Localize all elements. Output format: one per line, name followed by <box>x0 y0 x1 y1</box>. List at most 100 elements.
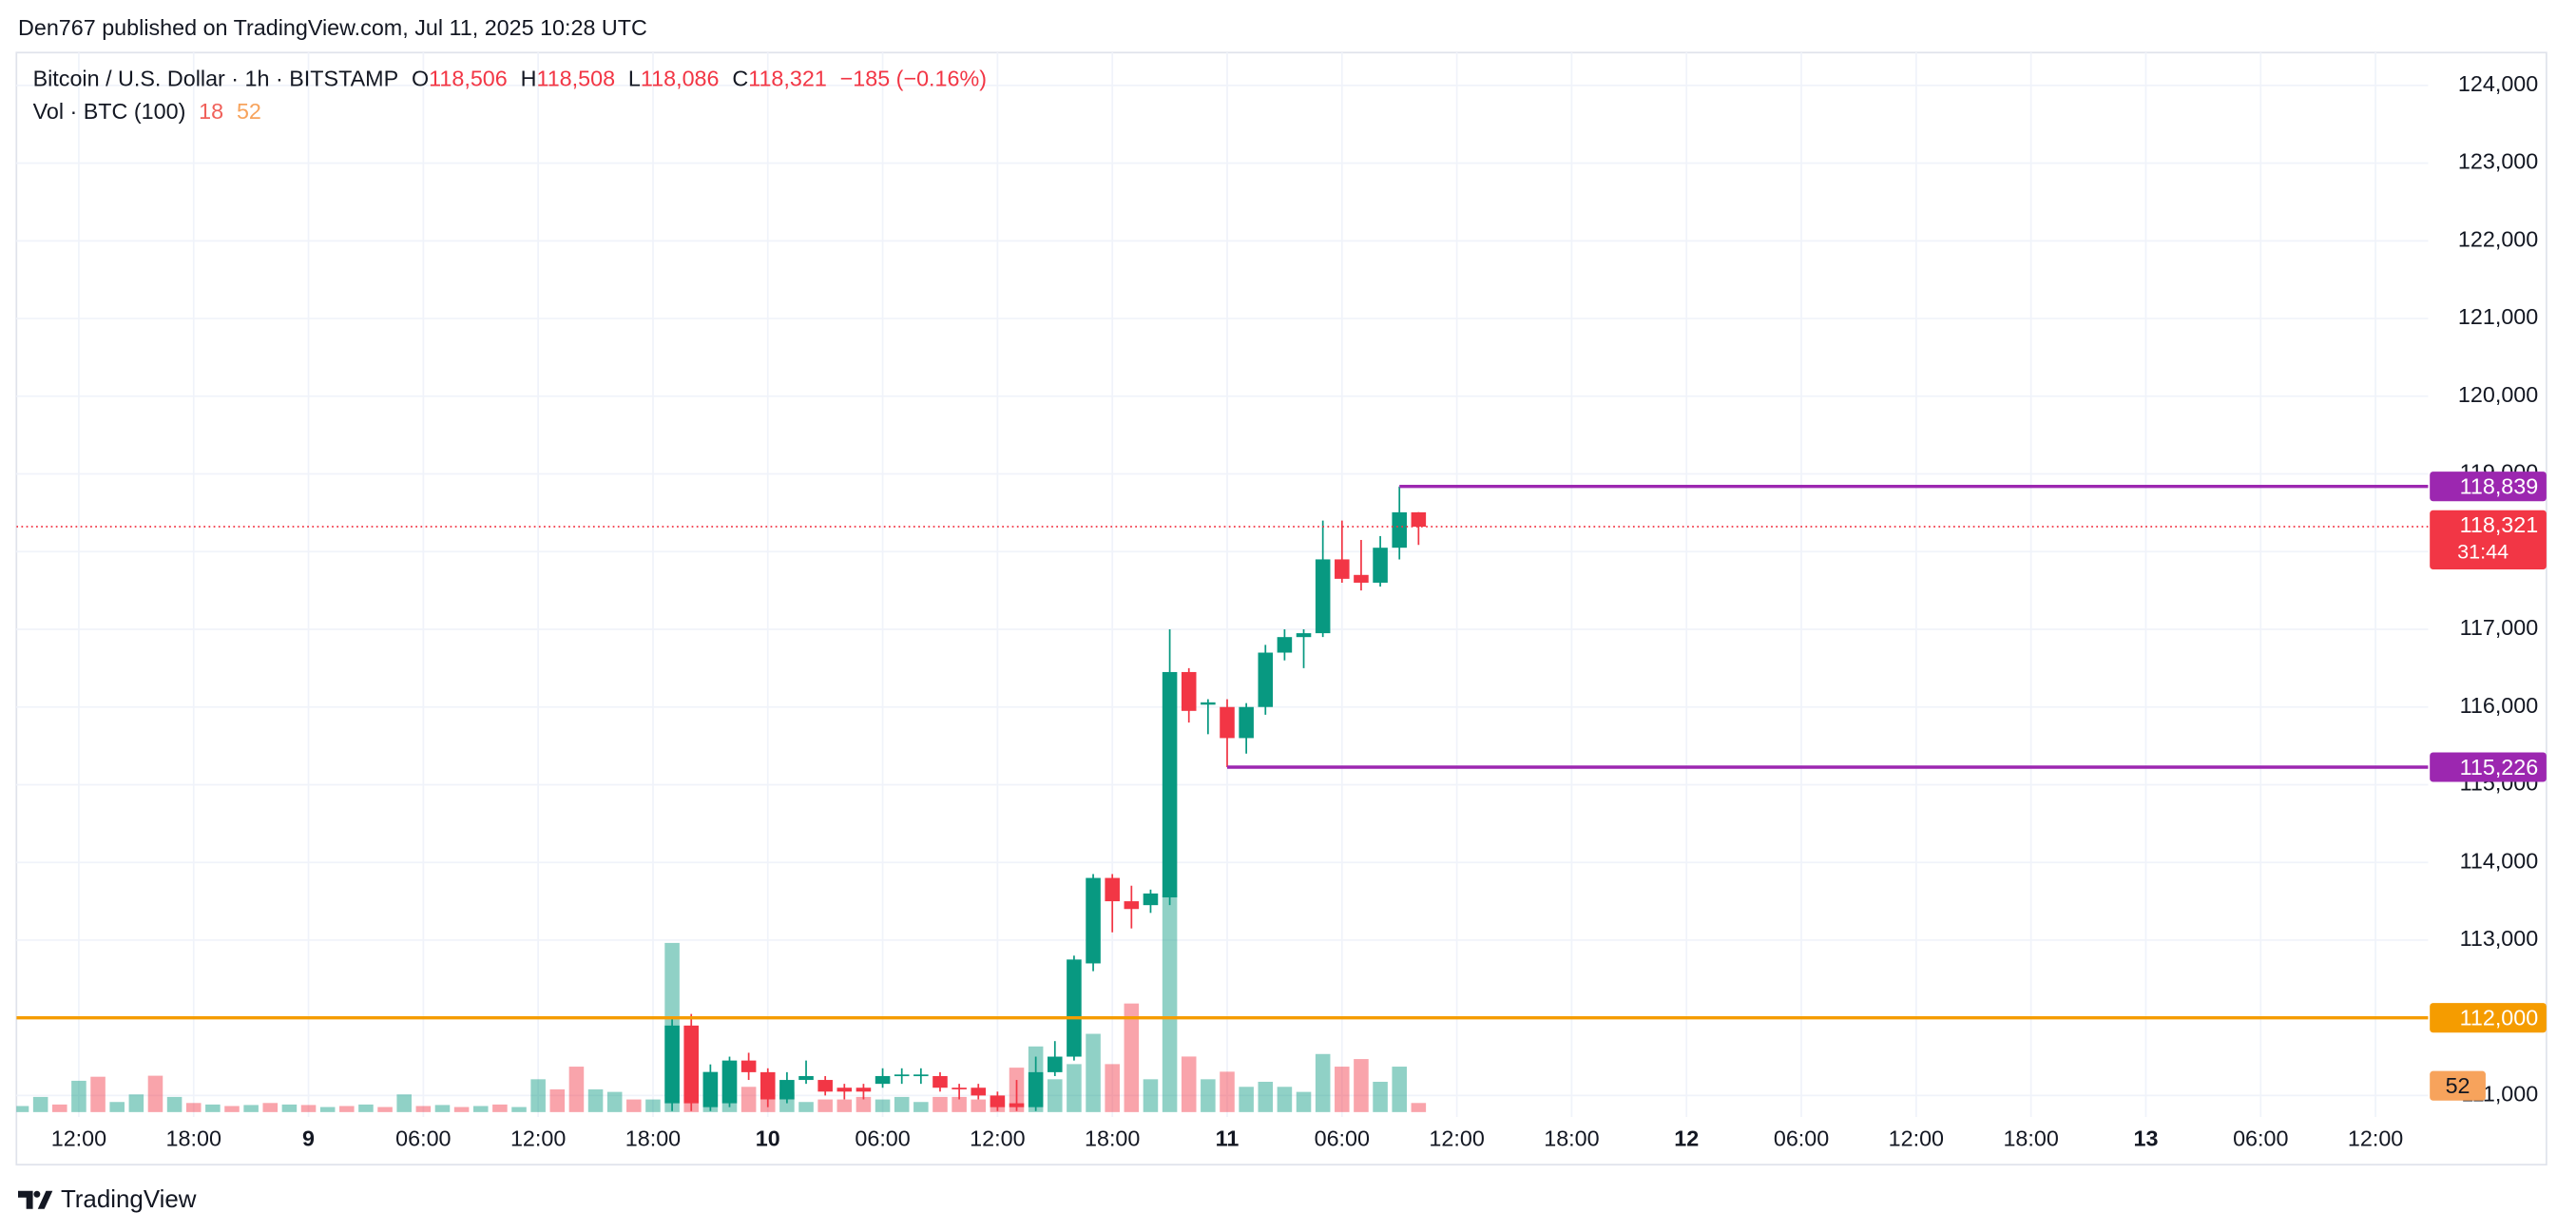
candle-body <box>1143 893 1159 906</box>
brand: TradingView <box>61 1186 197 1213</box>
candle-body <box>1181 671 1197 711</box>
volume-ma-label: 52 <box>2446 1073 2470 1098</box>
chart-frame <box>15 51 2547 1166</box>
candle-body <box>990 1095 1006 1107</box>
volume-bar <box>1181 1056 1197 1112</box>
volume-bar <box>1373 1081 1388 1112</box>
candle-body <box>721 1060 738 1104</box>
y-tick-label: 116,000 <box>2460 693 2539 718</box>
candle-body <box>1277 637 1293 653</box>
legend-key: H <box>521 67 537 91</box>
volume-bar <box>16 1106 29 1112</box>
volume-bar <box>185 1103 202 1112</box>
candle-body <box>952 1088 967 1089</box>
volume-bar <box>281 1104 298 1112</box>
y-tick-label: 121,000 <box>2458 304 2538 329</box>
volume-bar <box>1201 1079 1216 1112</box>
volume-bar <box>1143 1079 1159 1112</box>
x-tick-label: 11 <box>1216 1126 1240 1150</box>
x-tick-label: 06:00 <box>2233 1126 2288 1150</box>
candle-body <box>932 1075 948 1088</box>
candle-body <box>1105 877 1120 902</box>
candle-body <box>1201 702 1216 705</box>
candle-body <box>1335 559 1350 579</box>
x-tick-label: 12:00 <box>2348 1126 2403 1150</box>
volume-bar <box>71 1080 87 1112</box>
plot-area <box>16 484 2429 1112</box>
volume-bar <box>1277 1087 1293 1112</box>
chart-title: Bitcoin / U.S. Dollar · 1h · BITSTAMP <box>33 67 399 91</box>
volume-bar <box>90 1076 106 1112</box>
candle-body <box>913 1074 929 1077</box>
y-tick-label: 117,000 <box>2460 615 2539 640</box>
volume-bar <box>894 1096 910 1112</box>
volume-bar <box>1354 1059 1369 1112</box>
candle-body <box>971 1088 987 1096</box>
volume-bar <box>913 1102 929 1112</box>
x-tick-label: 18:00 <box>1544 1126 1599 1150</box>
legend-key: O <box>412 67 429 91</box>
volume-last: 18 <box>199 99 223 124</box>
publisher: Den767 published on TradingView.com, Jul… <box>18 15 647 40</box>
candle-body <box>1373 548 1388 583</box>
volume-bar <box>836 1099 853 1112</box>
volume-bar <box>396 1094 412 1112</box>
volume-bar <box>606 1091 623 1112</box>
volume-bar <box>377 1107 393 1112</box>
footer: TradingView <box>18 1186 197 1213</box>
volume-bar <box>875 1099 891 1112</box>
candle-body <box>1392 511 1407 549</box>
volume-bar <box>205 1104 221 1112</box>
volume-bar <box>1335 1067 1350 1112</box>
candle-body <box>1411 511 1427 528</box>
logo <box>18 1190 53 1209</box>
candle-body <box>683 1025 700 1104</box>
x-tick-label: 12:00 <box>970 1126 1025 1150</box>
volume-bar <box>1105 1064 1120 1112</box>
x-tick-label: 06:00 <box>395 1126 451 1150</box>
legend-key: C <box>732 67 748 91</box>
volume-legend: Vol · BTC (100) 18 52 <box>33 99 261 124</box>
grid <box>16 52 2429 1118</box>
volume-bar <box>1296 1091 1312 1112</box>
x-tick-label: 12:00 <box>1889 1126 1944 1150</box>
y-tick-label: 113,000 <box>2460 926 2539 951</box>
volume-bar <box>339 1106 355 1112</box>
candle-body <box>740 1060 757 1072</box>
y-tick-label: 114,000 <box>2460 848 2539 873</box>
volume-bar <box>319 1107 336 1112</box>
candle-body <box>894 1074 910 1077</box>
volume-bar <box>1086 1033 1101 1112</box>
volume-bar <box>798 1102 814 1112</box>
volume-bar <box>645 1099 661 1112</box>
volume-bar <box>1067 1064 1082 1112</box>
level-label: 118,839 <box>2460 474 2539 499</box>
volume-bar <box>492 1104 508 1112</box>
candle-body <box>1086 877 1101 964</box>
x-tick-label: 12:00 <box>1429 1126 1484 1150</box>
candle-body <box>798 1075 814 1081</box>
x-tick-label: 10 <box>756 1126 780 1150</box>
legend-line: Bitcoin / U.S. Dollar · 1h · BITSTAMP O 11… <box>33 67 987 91</box>
volume-ma-box <box>2430 1070 2486 1101</box>
legend-key: L <box>628 67 641 91</box>
candle-body <box>1258 652 1274 707</box>
legend-value: 118,086 <box>641 67 720 91</box>
candle-body <box>855 1088 872 1092</box>
volume-bar <box>147 1075 163 1112</box>
volume-bar <box>1048 1079 1063 1112</box>
volume-bar <box>1124 1003 1140 1112</box>
legend-change: −185 (−0.16%) <box>840 67 987 91</box>
volume-bar <box>109 1102 125 1112</box>
candle-body <box>817 1080 833 1092</box>
candle-body <box>1048 1056 1063 1072</box>
volume-bar <box>32 1096 48 1112</box>
volume-bar <box>817 1099 833 1112</box>
x-tick-label: 9 <box>302 1126 315 1150</box>
legend: Bitcoin / U.S. Dollar · 1h · BITSTAMP O 11… <box>33 67 987 125</box>
x-tick-label: 12 <box>1674 1126 1699 1150</box>
level-label-box <box>2430 752 2547 782</box>
